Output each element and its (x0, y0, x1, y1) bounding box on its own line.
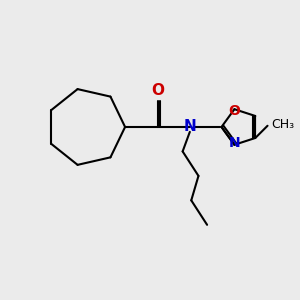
Text: N: N (229, 136, 240, 150)
Text: O: O (229, 103, 240, 118)
Text: CH₃: CH₃ (271, 118, 294, 131)
Text: N: N (184, 119, 196, 134)
Text: O: O (152, 82, 165, 98)
